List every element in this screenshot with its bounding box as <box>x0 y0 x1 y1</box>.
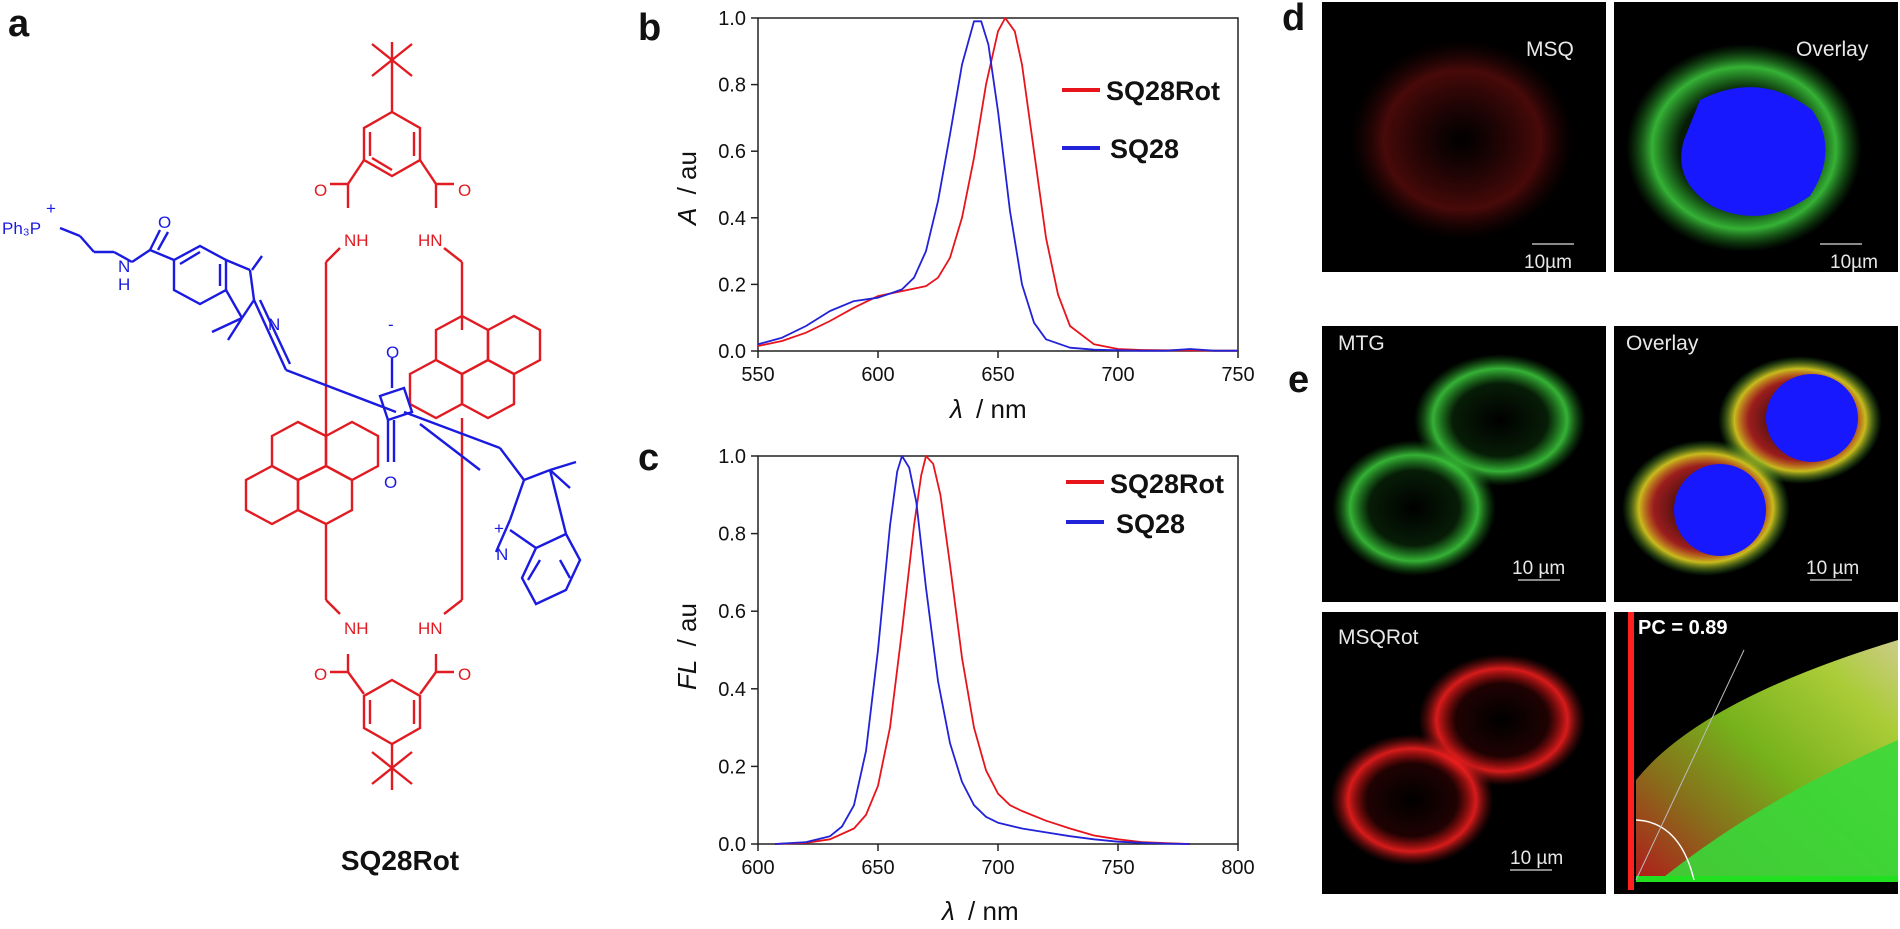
chart-b-ytick-label: 0.2 <box>718 274 746 296</box>
squaraine-dye <box>59 226 582 606</box>
chart-c-ytick-label: 0.8 <box>718 524 746 546</box>
chart-b-ytick-label: 1.0 <box>718 8 746 30</box>
chart-b-xtick-label: 650 <box>981 364 1014 386</box>
chart-b-xlabel: λ / nm <box>948 394 1027 424</box>
chart-c-xlabel: λ / nm <box>940 896 1019 926</box>
panel-letter-b: b <box>638 7 661 49</box>
carbonyl-o-label: O <box>314 665 327 684</box>
molecule-structure: O O NH HN NH HN O O <box>2 42 582 790</box>
chart-c-ytick-label: 0.0 <box>718 834 746 856</box>
panel-letter-d: d <box>1282 0 1305 39</box>
fluorescence-chart: 600 650 700 750 800 0.0 0.2 0.4 0.6 0.8 1.0 SQ28Ro… <box>672 446 1255 926</box>
micrograph-label: Overlay <box>1626 332 1699 355</box>
chart-c-xtick-label: 700 <box>981 857 1014 879</box>
chart-c-series-sq28 <box>774 455 1191 845</box>
chart-c-ytick-label: 1.0 <box>718 446 746 468</box>
molecule-name: SQ28Rot <box>341 845 459 876</box>
micrograph-label: Overlay <box>1796 38 1869 61</box>
chart-b-legend: SQ28Rot SQ28 <box>1062 76 1220 164</box>
amide-hn-label: HN <box>418 619 443 638</box>
chart-c-series-sq28rot <box>774 455 1191 845</box>
chart-c-xtick-label: 750 <box>1101 857 1134 879</box>
chart-c-legend: SQ28Rot SQ28 <box>1066 469 1224 539</box>
phosphonium-charge: + <box>46 199 56 218</box>
panel-letter-a: a <box>8 3 30 45</box>
chart-b-frame <box>757 17 1239 352</box>
micrograph-e-overlay: Overlay 10 µm <box>1614 326 1898 602</box>
legend-label-sq28: SQ28 <box>1110 134 1179 164</box>
chart-b-series <box>757 17 1238 352</box>
micrograph-d-overlay: Overlay 10µm <box>1614 2 1898 273</box>
chart-b-xtick-label: 600 <box>861 364 894 386</box>
legend-label-sq28rot: SQ28Rot <box>1106 76 1220 106</box>
chart-b-xtick-label: 550 <box>741 364 774 386</box>
amide-n-label: N <box>118 257 130 276</box>
chart-b-ytick-label: 0.0 <box>718 341 746 363</box>
dye-carbonyl-o: O <box>158 213 171 232</box>
squarate-o2-label: O <box>384 473 397 492</box>
scale-bar-label: 10µm <box>1524 252 1572 273</box>
panel-letter-e: e <box>1288 359 1309 401</box>
chart-c-xtick-label: 650 <box>861 857 894 879</box>
chart-b-ytick-label: 0.4 <box>718 208 746 230</box>
scale-bar-label: 10 µm <box>1512 558 1565 579</box>
micrograph-label: MTG <box>1338 332 1385 355</box>
micrograph-label: MSQRot <box>1338 626 1419 649</box>
chart-b-series-sq28 <box>757 20 1238 352</box>
chart-c-ylabel: FL / au <box>672 603 702 690</box>
amide-h-label: H <box>118 275 130 294</box>
legend-label-sq28: SQ28 <box>1116 509 1185 539</box>
squarate-o-label: O <box>386 343 399 362</box>
micrograph-d-msq: MSQ 10µm <box>1322 2 1606 273</box>
colocalization-scatter: PC = 0.89 <box>1614 612 1898 894</box>
chart-b-ytick-label: 0.8 <box>718 75 746 97</box>
chart-c-ytick-label: 0.4 <box>718 679 746 701</box>
amide-hn-label: HN <box>418 231 443 250</box>
scale-bar-label: 10 µm <box>1806 558 1859 579</box>
chart-c-ytick-label: 0.2 <box>718 756 746 778</box>
indolium-charge: + <box>494 519 504 538</box>
indole-n-label: N <box>268 315 280 334</box>
carbonyl-o-label: O <box>314 181 327 200</box>
chart-c-series <box>774 455 1191 845</box>
chart-b-xtick-label: 750 <box>1221 364 1254 386</box>
amide-nh-label: NH <box>344 231 369 250</box>
amide-nh-label: NH <box>344 619 369 638</box>
chart-c-ticks: 600 650 700 750 800 0.0 0.2 0.4 0.6 0.8 1.0 <box>718 446 1255 879</box>
indolium-n-label: N <box>496 545 508 564</box>
chart-c-xtick-label: 800 <box>1221 857 1254 879</box>
chart-b-series-sq28rot <box>757 17 1238 352</box>
macrocycle-rotaxane <box>244 42 542 790</box>
chart-b-ticks: 550 600 650 700 750 0.0 0.2 0.4 0.6 0.8 1.0 <box>718 8 1255 386</box>
legend-label-sq28rot: SQ28Rot <box>1110 469 1224 499</box>
micrograph-e-msqrot: MSQRot 10 µm <box>1322 612 1606 894</box>
chart-b-ylabel: A / au <box>672 151 702 227</box>
micrograph-e-mtg: MTG 10 µm <box>1322 326 1606 602</box>
scale-bar-label: 10 µm <box>1510 848 1563 869</box>
ph3p-label: Ph₃P <box>2 219 41 238</box>
scale-bar-label: 10µm <box>1830 252 1878 273</box>
chart-c-ytick-label: 0.6 <box>718 601 746 623</box>
micrograph-label: MSQ <box>1526 38 1574 61</box>
pearson-coefficient-label: PC = 0.89 <box>1638 617 1728 639</box>
squarate-charge: - <box>388 315 394 334</box>
carbonyl-o-label: O <box>458 665 471 684</box>
chart-b-ytick-label: 0.6 <box>718 141 746 163</box>
carbonyl-o-label: O <box>458 181 471 200</box>
panel-letter-c: c <box>638 437 659 479</box>
absorption-chart: 550 600 650 700 750 0.0 0.2 0.4 0.6 0.8 1.0 SQ28Ro… <box>672 8 1255 424</box>
chart-b-xtick-label: 700 <box>1101 364 1134 386</box>
chart-c-xtick-label: 600 <box>741 857 774 879</box>
